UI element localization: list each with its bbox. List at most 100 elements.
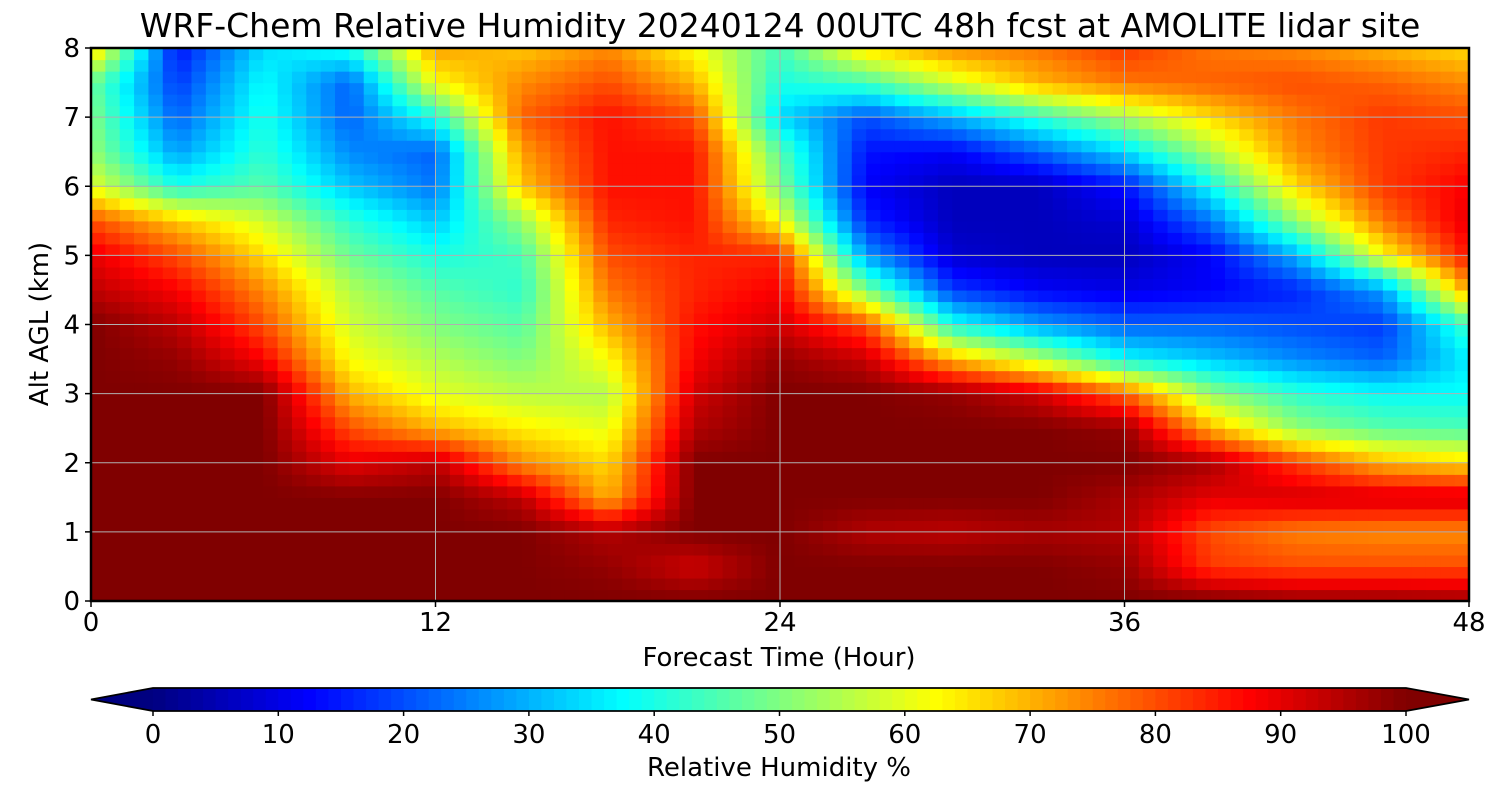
heatmap-cell (1009, 128, 1025, 141)
heatmap-cell (1052, 531, 1068, 544)
heatmap-cell (1110, 336, 1126, 349)
heatmap-cell (1038, 324, 1054, 337)
heatmap-cell (535, 82, 551, 95)
heatmap-cell (794, 117, 810, 130)
heatmap-cell (148, 140, 164, 153)
heatmap-cell (119, 543, 135, 556)
heatmap-cell (521, 128, 537, 141)
heatmap-cell (234, 462, 250, 475)
heatmap-cell (1282, 370, 1298, 383)
heatmap-cell (1368, 324, 1384, 337)
heatmap-cell (736, 140, 752, 153)
colorbar-segment (929, 688, 943, 711)
colorbar-segment (1318, 688, 1332, 711)
heatmap-cell (1354, 485, 1370, 498)
heatmap-cell (1038, 289, 1054, 303)
heatmap-cell (909, 554, 925, 568)
heatmap-cell (780, 554, 795, 568)
heatmap-cell (995, 289, 1011, 303)
heatmap-cell (550, 255, 566, 268)
heatmap-cell (693, 543, 709, 556)
heatmap-cell (134, 197, 150, 210)
heatmap-cell (277, 324, 293, 337)
heatmap-cell (636, 209, 652, 222)
heatmap-cell (1210, 209, 1226, 222)
heatmap-cell (1181, 416, 1197, 429)
heatmap-cell (1153, 324, 1169, 337)
heatmap-cell (406, 359, 422, 372)
heatmap-cell (291, 462, 307, 475)
heatmap-cell (952, 301, 968, 314)
heatmap-cell (851, 451, 867, 464)
heatmap-cell (1268, 312, 1283, 326)
heatmap-cell (1181, 163, 1197, 176)
heatmap-cell (765, 554, 781, 568)
heatmap-cell (435, 416, 451, 429)
heatmap-cell (1354, 451, 1370, 464)
heatmap-cell (392, 336, 408, 349)
heatmap-cell (1354, 301, 1370, 314)
heatmap-cell (119, 439, 135, 452)
heatmap-cell (593, 474, 609, 487)
heatmap-cell (722, 312, 738, 326)
heatmap-cell (421, 243, 437, 256)
heatmap-cell (191, 324, 207, 337)
colorbar-segment (1180, 688, 1194, 711)
heatmap-cell (406, 577, 422, 591)
heatmap-cell (1296, 151, 1312, 164)
heatmap-cell (363, 451, 379, 464)
heatmap-cell (320, 439, 336, 452)
heatmap-cell (1167, 439, 1183, 452)
heatmap-cell (1210, 163, 1226, 176)
heatmap-cell (392, 278, 408, 291)
heatmap-cell (1296, 278, 1312, 291)
heatmap-cell (1024, 117, 1039, 130)
heatmap-cell (91, 336, 106, 349)
heatmap-cell (406, 497, 422, 510)
heatmap-cell (1425, 140, 1441, 153)
heatmap-cell (91, 566, 106, 579)
heatmap-cell (1397, 416, 1413, 429)
heatmap-cell (1067, 485, 1083, 498)
heatmap-cell (1196, 163, 1212, 176)
heatmap-cell (837, 462, 853, 475)
heatmap-cell (105, 554, 121, 568)
heatmap-cell (162, 359, 178, 372)
heatmap-cell (421, 543, 437, 556)
heatmap-cell (277, 577, 293, 591)
heatmap-cell (1397, 71, 1413, 84)
heatmap-cell (421, 416, 437, 429)
heatmap-cell (1009, 312, 1025, 326)
heatmap-cell (1440, 554, 1456, 568)
heatmap-cell (1239, 428, 1255, 441)
heatmap-cell (808, 278, 824, 291)
heatmap-cell (277, 497, 293, 510)
heatmap-cell (277, 439, 293, 452)
heatmap-cell (693, 243, 709, 256)
heatmap-cell (205, 336, 221, 349)
heatmap-cell (650, 289, 666, 303)
heatmap-cell (995, 186, 1011, 199)
heatmap-cell (650, 370, 666, 383)
heatmap-cell (449, 554, 465, 568)
heatmap-cell (507, 324, 523, 337)
heatmap-cell (205, 393, 221, 406)
heatmap-cell (1153, 336, 1169, 349)
heatmap-cell (966, 359, 982, 372)
heatmap-cell (148, 255, 164, 268)
heatmap-cell (162, 577, 178, 591)
heatmap-cell (1440, 520, 1456, 533)
heatmap-cell (1067, 359, 1083, 372)
heatmap-cell (378, 531, 394, 544)
heatmap-cell (909, 209, 925, 222)
heatmap-cell (1368, 82, 1384, 95)
heatmap-cell (736, 336, 752, 349)
heatmap-cell (119, 243, 135, 256)
heatmap-cell (1038, 462, 1054, 475)
heatmap-cell (148, 589, 164, 601)
heatmap-cell (995, 554, 1011, 568)
heatmap-cell (421, 197, 437, 210)
heatmap-cell (650, 59, 666, 72)
heatmap-cell (1411, 359, 1427, 372)
heatmap-cell (220, 382, 236, 395)
